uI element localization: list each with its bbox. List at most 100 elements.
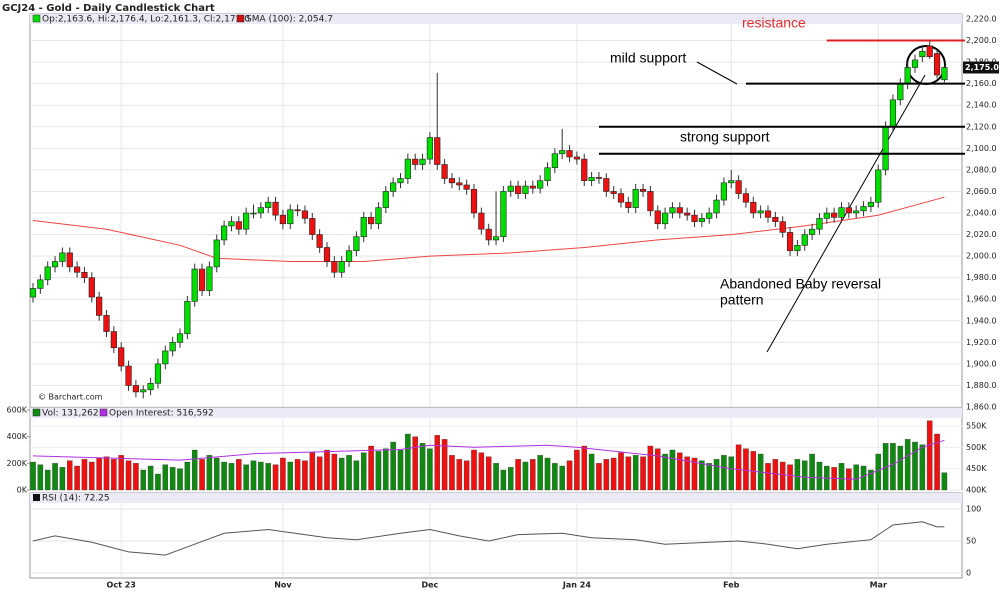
candle-body xyxy=(140,389,147,393)
candle-body xyxy=(272,201,279,216)
candle-body xyxy=(118,347,125,367)
volume-bar xyxy=(383,448,389,491)
candle-body xyxy=(911,59,919,68)
candle-body xyxy=(684,212,691,216)
volume-bar xyxy=(669,449,676,491)
candle-body xyxy=(243,212,250,230)
candle-body xyxy=(169,342,176,352)
candle-body xyxy=(808,228,816,235)
volume-bar xyxy=(934,433,940,491)
volume-bar xyxy=(566,460,573,491)
candle-body xyxy=(647,191,654,212)
volume-bar xyxy=(111,459,117,491)
candle-body xyxy=(419,158,426,165)
rsi-legend-strip xyxy=(30,493,962,503)
candle-body xyxy=(81,271,88,278)
y-tick-label: 1,920.0 xyxy=(966,338,997,347)
candle-body xyxy=(154,363,162,384)
volume-bar xyxy=(603,459,610,491)
candle-body xyxy=(485,228,492,241)
candle-body xyxy=(448,178,456,184)
candle-body xyxy=(897,83,904,101)
volume-bar xyxy=(287,461,293,491)
candle-body xyxy=(29,288,37,298)
candle-body xyxy=(522,185,529,194)
y2-tick-label: 500K xyxy=(966,443,987,452)
candle-body xyxy=(904,67,911,84)
volume-bar xyxy=(236,459,242,491)
volume-bar xyxy=(353,460,360,491)
volume-bar xyxy=(44,469,51,491)
candle-body xyxy=(390,182,397,192)
candle-body xyxy=(757,210,764,214)
volume-bar xyxy=(221,461,227,491)
volume-bar xyxy=(324,449,330,491)
last-price-label: 2,175.0 xyxy=(965,63,999,72)
candle-body xyxy=(338,261,345,273)
candle-body xyxy=(661,212,669,225)
candle-body xyxy=(581,158,588,181)
y-tick-label: 1,960.0 xyxy=(966,295,997,304)
volume-bar xyxy=(30,461,36,491)
candle-body xyxy=(698,218,705,222)
candle-body xyxy=(617,193,625,203)
volume-bar xyxy=(96,457,102,491)
y-tick-label: 2,100.0 xyxy=(966,144,997,153)
candle-body xyxy=(191,268,198,302)
annotation: strong support xyxy=(680,129,770,145)
candle-body xyxy=(331,261,338,273)
candle-body xyxy=(625,201,632,208)
volume-bar xyxy=(397,449,404,491)
candle-body xyxy=(316,234,323,248)
volume-bar xyxy=(390,441,396,491)
volume-bar xyxy=(875,453,882,491)
y-tick-label: 0 xyxy=(966,569,971,578)
candle-body xyxy=(353,236,360,252)
volume-bar xyxy=(441,439,448,491)
candle-body xyxy=(345,250,353,262)
volume-bar xyxy=(552,463,558,491)
volume-bar xyxy=(691,457,698,491)
legend-ohlc: Op:2,163.6, Hi:2,176.4, Lo:2,161.3, Cl:2… xyxy=(42,15,250,25)
candle-body xyxy=(463,184,470,190)
volume-bar xyxy=(228,463,235,491)
candle-body xyxy=(367,217,375,225)
volume-bar xyxy=(155,473,161,491)
legend-swatch xyxy=(33,494,40,501)
candle-body xyxy=(728,180,735,184)
candle-body xyxy=(867,201,874,207)
volume-bar xyxy=(853,464,859,491)
candle-body xyxy=(206,266,213,291)
last-price-tag xyxy=(963,61,999,74)
candle-body xyxy=(228,221,235,227)
candle-body xyxy=(654,210,661,225)
volume-bar xyxy=(133,463,139,491)
y-tick-label: 200K xyxy=(6,459,27,468)
candle-body xyxy=(323,247,331,262)
candle-body xyxy=(676,207,683,214)
y2-tick-label: 400K xyxy=(966,486,987,495)
y-tick-label: 2,080.0 xyxy=(966,165,997,174)
candle-body xyxy=(691,214,698,222)
candle-body xyxy=(816,218,823,230)
candle-body xyxy=(860,206,867,212)
candle-body xyxy=(720,182,727,201)
x-tick-label: Feb xyxy=(723,581,740,590)
candle-body xyxy=(51,261,59,268)
candle-body xyxy=(184,301,191,335)
volume-bar xyxy=(478,452,485,491)
volume-bar xyxy=(74,465,80,491)
volume-bar xyxy=(368,445,374,491)
candle-body xyxy=(412,158,419,165)
volume-bar xyxy=(713,459,720,491)
volume-bar xyxy=(272,464,279,491)
candle-body xyxy=(786,232,794,252)
candle-body xyxy=(933,53,941,76)
volume-bar xyxy=(699,460,705,491)
volume-bar xyxy=(655,448,661,491)
candle-body xyxy=(706,212,713,219)
candle-body xyxy=(397,178,404,184)
volume-bar xyxy=(456,459,463,491)
candle-body xyxy=(735,180,742,194)
candle-body xyxy=(742,193,750,203)
